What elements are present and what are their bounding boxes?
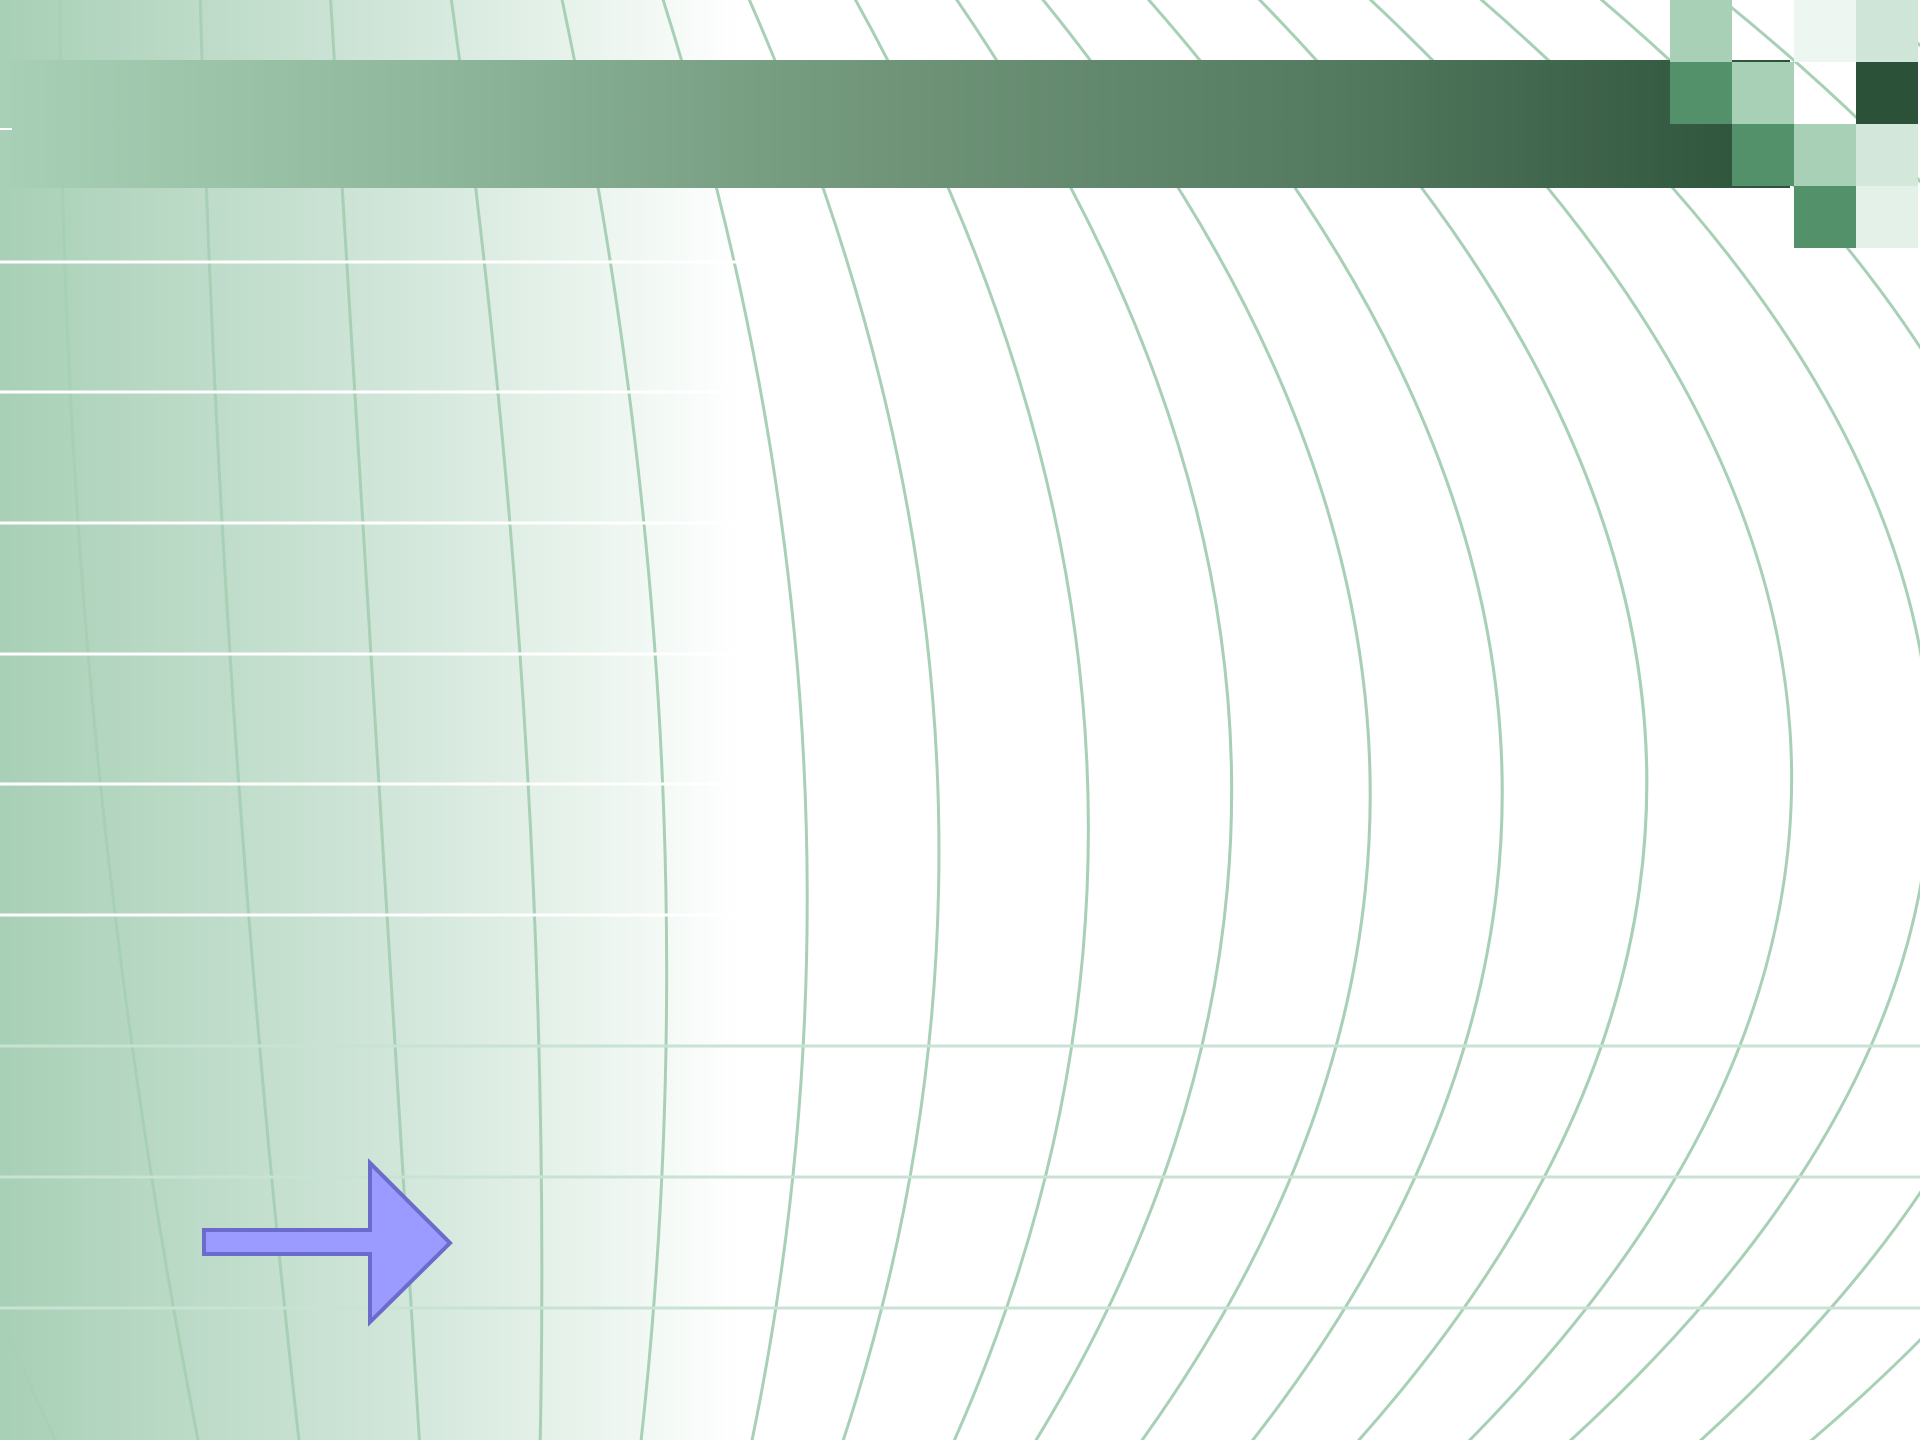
grid-meridian	[1479, 0, 1920, 1440]
grid-meridian	[747, 0, 941, 1440]
grid-meridian	[853, 0, 1090, 1440]
corner-square	[1794, 124, 1856, 186]
grid-meridian	[954, 0, 1234, 1440]
corner-square	[1732, 124, 1794, 186]
corner-square	[1856, 0, 1918, 62]
corner-square	[1856, 62, 1918, 124]
grid-meridian	[449, 0, 544, 1440]
corner-square	[1856, 124, 1918, 186]
corner-square	[1794, 0, 1856, 62]
grid-meridian	[661, 0, 809, 1440]
corner-square	[1670, 0, 1732, 62]
title-bar-tick	[0, 128, 12, 130]
corner-square	[1670, 62, 1732, 124]
corner-square	[1856, 186, 1918, 248]
grid-meridian	[1146, 0, 1504, 1440]
grid-meridian	[1257, 0, 1649, 1440]
grid-meridian	[1041, 0, 1372, 1440]
corner-square	[1732, 62, 1794, 124]
grid-meridian	[58, 0, 200, 1440]
grid-meridian	[560, 0, 669, 1440]
corner-square	[1794, 186, 1856, 248]
title-bar	[0, 60, 1790, 188]
grid-meridian	[1368, 0, 1793, 1440]
